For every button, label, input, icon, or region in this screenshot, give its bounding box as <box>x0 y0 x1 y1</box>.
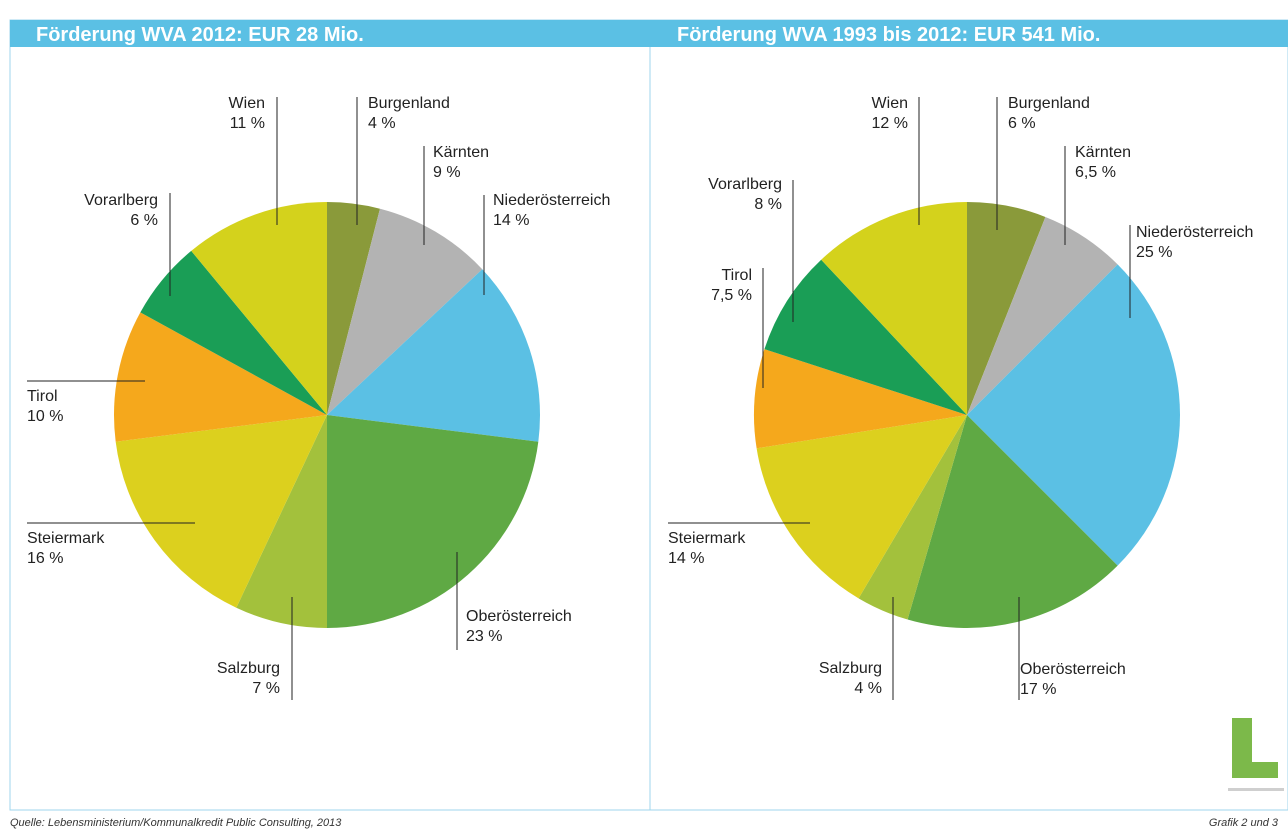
pie-slice <box>756 415 967 599</box>
slice-value: 14 % <box>493 212 529 229</box>
slice-value: 10 % <box>27 408 63 425</box>
slice-label: Vorarlberg <box>708 176 782 193</box>
slice-value: 4 % <box>854 680 882 697</box>
slice-label: Salzburg <box>217 660 280 677</box>
pie-slice <box>140 250 327 415</box>
slice-value: 4 % <box>368 115 396 132</box>
slice-value: 7 % <box>252 680 280 697</box>
pie-slice <box>754 349 967 449</box>
slice-label: Wien <box>872 95 908 112</box>
pie-slice <box>327 415 539 628</box>
slice-label: Steiermark <box>27 530 105 547</box>
slice-label: Burgenland <box>368 95 450 112</box>
slice-label: Kärnten <box>433 144 489 161</box>
slice-value: 14 % <box>668 550 704 567</box>
slice-label: Oberösterreich <box>1020 661 1126 678</box>
slice-label: Tirol <box>27 388 58 405</box>
slice-value: 12 % <box>872 115 908 132</box>
pie-slice <box>967 202 1046 415</box>
pie-slice <box>764 259 967 415</box>
slice-label: Vorarlberg <box>84 192 158 209</box>
slice-value: 7,5 % <box>711 287 752 304</box>
slice-value: 11 % <box>230 115 265 132</box>
slice-value: 25 % <box>1136 244 1172 261</box>
slice-value: 6 % <box>1008 115 1036 132</box>
slice-value: 23 % <box>466 628 502 645</box>
pie-slice <box>907 415 1118 628</box>
slice-label: Burgenland <box>1008 95 1090 112</box>
slice-label: Tirol <box>721 267 752 284</box>
slice-label: Salzburg <box>819 660 882 677</box>
logo <box>1228 718 1284 791</box>
pie-slice <box>967 216 1118 415</box>
slice-value: 6 % <box>130 212 158 229</box>
page-label: Grafik 2 und 3 <box>1209 817 1279 829</box>
pie-slice <box>858 415 967 620</box>
slice-value: 16 % <box>27 550 63 567</box>
slice-label: Wien <box>229 95 265 112</box>
slice-value: 17 % <box>1020 681 1056 698</box>
pie-slice <box>327 202 380 415</box>
source: Quelle: Lebensministerium/Kommunalkredit… <box>10 817 342 829</box>
slice-label: Niederösterreich <box>493 192 610 209</box>
header-bar <box>10 20 1288 47</box>
pie-slice <box>236 415 327 628</box>
slice-value: 6,5 % <box>1075 164 1116 181</box>
pie-slice <box>191 202 327 415</box>
pie-slice <box>113 312 327 442</box>
slice-label: Niederösterreich <box>1136 224 1253 241</box>
pie-slice <box>115 415 327 608</box>
pie-slice <box>967 264 1181 566</box>
slice-label: Steiermark <box>668 530 746 547</box>
slice-value: 8 % <box>754 196 782 213</box>
chart-title: Förderung WVA 1993 bis 2012: EUR 541 Mio… <box>677 24 1100 46</box>
chart-title: Förderung WVA 2012: EUR 28 Mio. <box>36 24 364 46</box>
slice-label: Kärnten <box>1075 144 1131 161</box>
pie-slice <box>327 208 483 415</box>
pie-slice <box>821 202 967 415</box>
pie-slice <box>327 269 540 442</box>
slice-value: 9 % <box>433 164 461 181</box>
slice-label: Oberösterreich <box>466 608 572 625</box>
